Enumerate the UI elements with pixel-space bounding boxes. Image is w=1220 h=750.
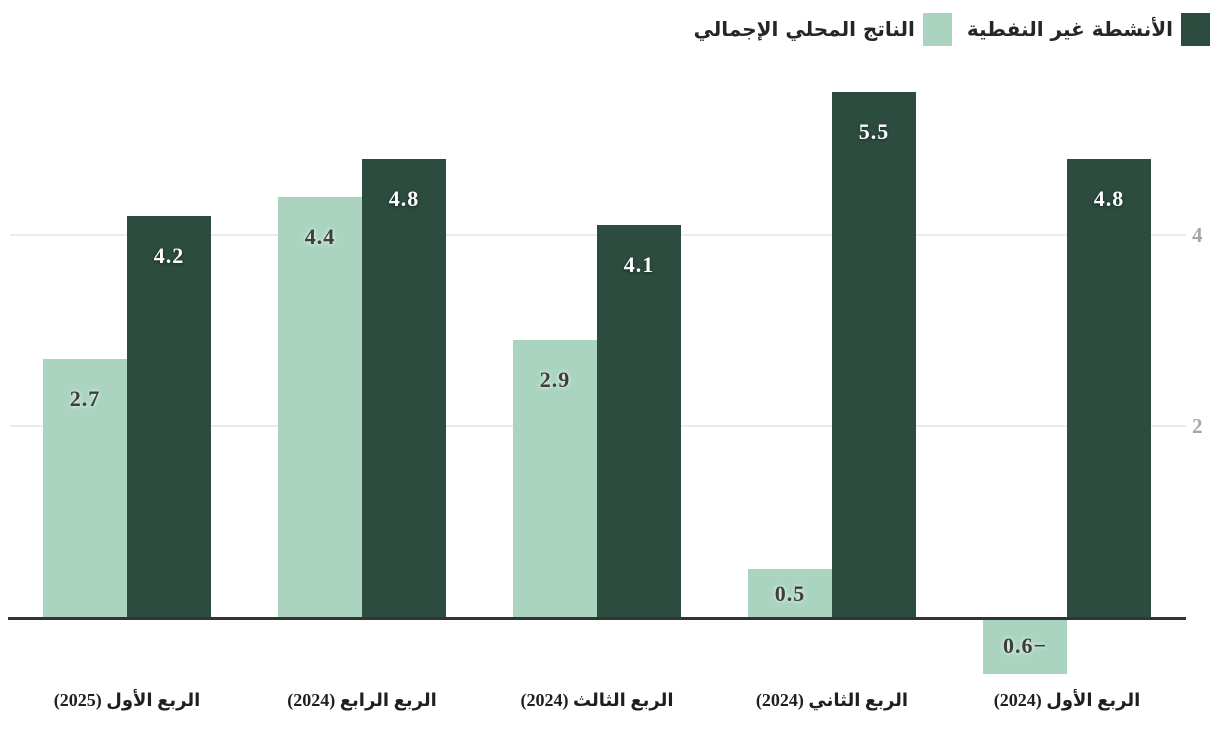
- legend-label-non-oil-activities: الأنشطة غير النفطية: [966, 17, 1173, 41]
- bar-non-oil-activities: [127, 215, 211, 617]
- legend-swatch-gdp: [922, 12, 952, 46]
- bar-value-label: 0.5: [774, 580, 806, 606]
- bar-non-oil-activities: [597, 225, 681, 617]
- bar-value-label: 2.9: [539, 367, 571, 393]
- x-axis-line: [8, 617, 1186, 620]
- legend-label-gdp: الناتج المحلي الإجمالي: [693, 17, 915, 41]
- bar-gdp: [748, 569, 832, 617]
- legend-swatch-non-oil-activities: [1181, 12, 1210, 46]
- bar-gdp: [983, 617, 1067, 675]
- y-tick-label: 2: [1192, 414, 1203, 438]
- x-axis-label: الربع الأول (2024): [993, 690, 1141, 710]
- x-axis-label: الربع الثاني (2024): [755, 690, 909, 710]
- legend-item-gdp: الناتج المحلي الإجمالي: [694, 12, 952, 46]
- bar-gdp: [513, 340, 597, 617]
- bar-non-oil-activities: [1067, 158, 1151, 617]
- bar-value-label: 2.7: [69, 386, 101, 412]
- bar-gdp: [43, 359, 127, 617]
- bar-value-label: −0.6: [1002, 633, 1048, 659]
- bar-value-label: 4.8: [1093, 185, 1125, 211]
- bar-non-oil-activities: [362, 158, 446, 617]
- y-tick-label: 4: [1192, 223, 1203, 247]
- x-axis-label: الربع الأول (2025): [53, 690, 201, 710]
- x-axis-label: الربع الثالث (2024): [520, 690, 674, 710]
- bar-non-oil-activities: [832, 91, 916, 617]
- legend-item-non-oil-activities: الأنشطة غير النفطية: [967, 12, 1210, 46]
- bar-gdp: [278, 196, 362, 617]
- bar-value-label: 4.4: [304, 223, 336, 249]
- bar-value-label: 4.2: [153, 242, 185, 268]
- bar-value-label: 5.5: [858, 118, 890, 144]
- x-axis-label: الربع الرابع (2024): [287, 690, 437, 710]
- bar-value-label: 4.1: [623, 252, 655, 278]
- chart-legend: الأنشطة غير النفطية الناتج المحلي الإجما…: [694, 12, 1210, 46]
- bar-value-label: 4.8: [388, 185, 420, 211]
